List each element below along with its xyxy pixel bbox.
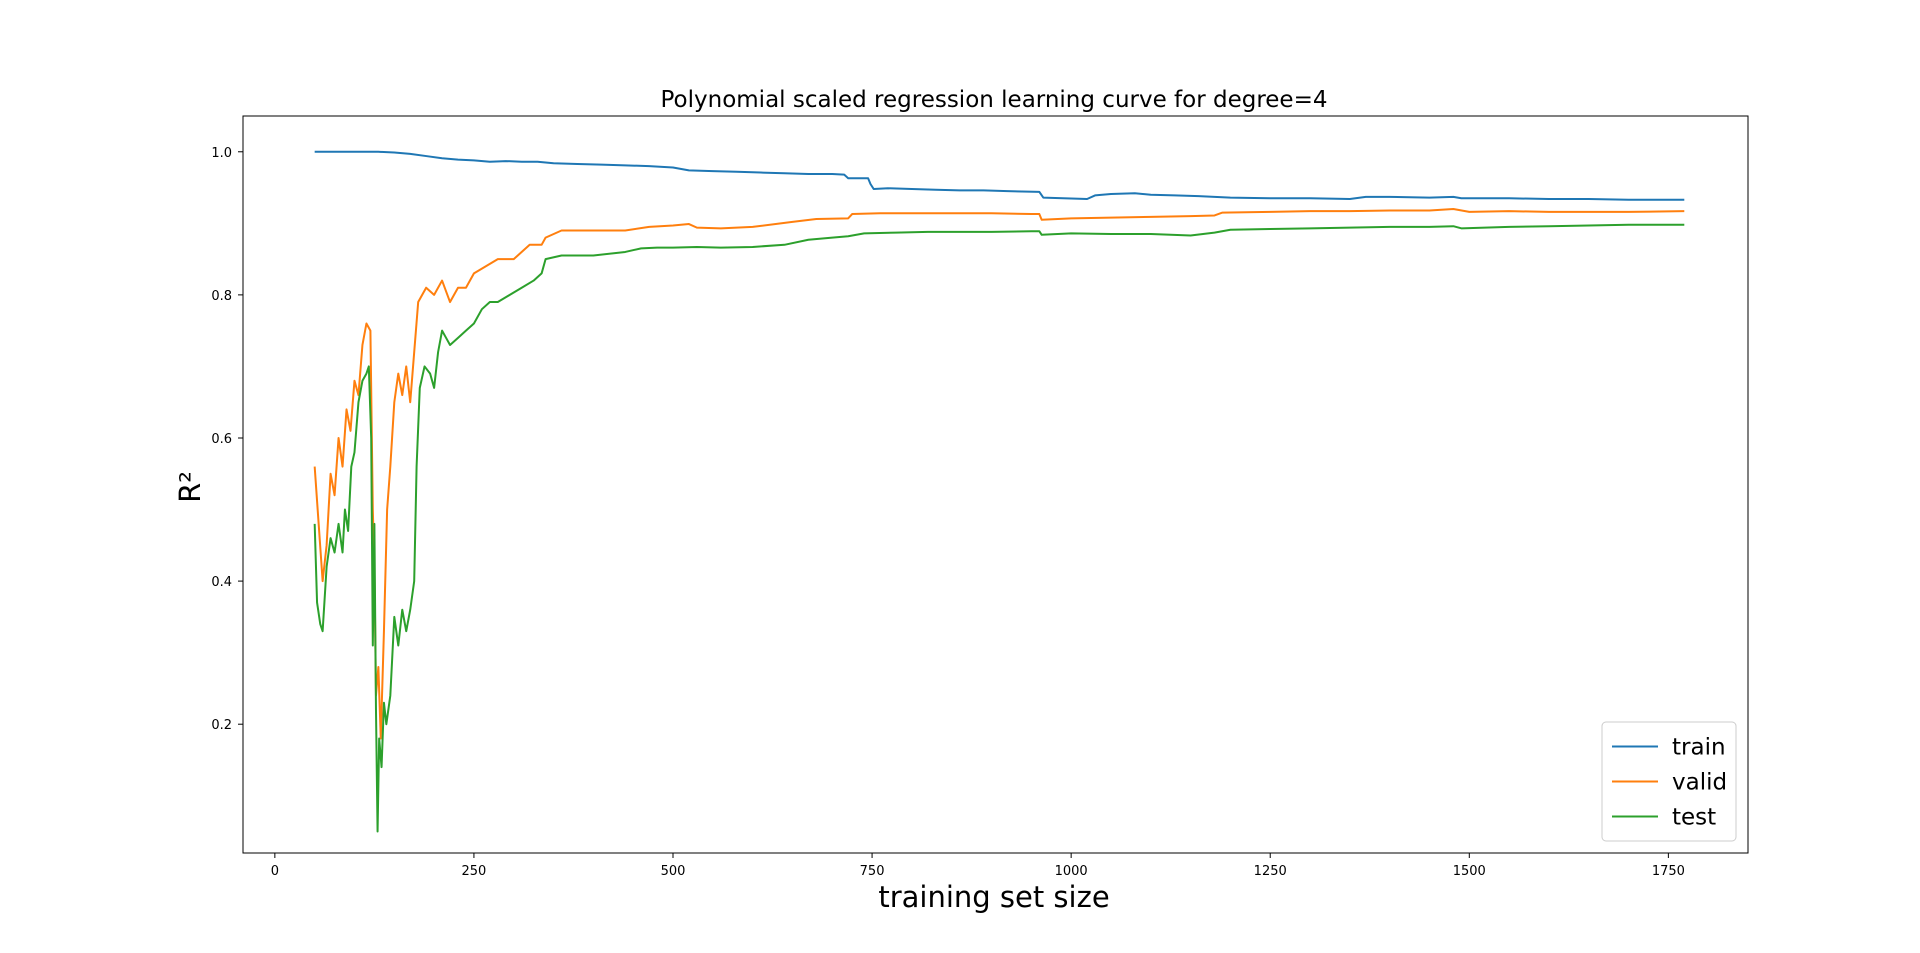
legend-label-train: train xyxy=(1672,735,1726,761)
plot-frame xyxy=(242,115,1749,854)
y-axis: 0.2 0.4 0.6 0.8 1.0 xyxy=(211,146,243,733)
chart-title: Polynomial scaled regression learning cu… xyxy=(661,87,1328,113)
x-tick-label: 500 xyxy=(661,864,686,879)
x-tick-label: 1750 xyxy=(1652,864,1685,879)
x-axis: 0 250 500 750 1000 1250 1500 1750 xyxy=(271,853,1685,879)
legend-box xyxy=(1601,721,1737,842)
x-tick-label: 1500 xyxy=(1453,864,1486,879)
y-tick-label: 0.4 xyxy=(211,575,232,590)
series-line-train xyxy=(314,150,1685,201)
y-axis-label: R² xyxy=(173,471,207,503)
x-tick-label: 250 xyxy=(462,864,487,879)
series-layer xyxy=(313,150,1685,833)
legend: train valid test xyxy=(1601,721,1737,842)
y-tick-label: 0.8 xyxy=(211,289,232,304)
y-tick-label: 1.0 xyxy=(211,146,232,161)
x-tick-label: 1250 xyxy=(1254,864,1287,879)
y-tick-label: 0.2 xyxy=(211,718,232,733)
x-tick-label: 750 xyxy=(860,864,885,879)
series-line-test xyxy=(313,223,1685,833)
y-tick-label: 0.6 xyxy=(211,432,232,447)
plot-area xyxy=(242,115,1749,854)
x-tick-label: 0 xyxy=(271,864,279,879)
series-line-valid xyxy=(313,208,1685,740)
x-axis-label: training set size xyxy=(878,880,1109,914)
legend-label-test: test xyxy=(1672,805,1716,831)
x-tick-label: 1000 xyxy=(1055,864,1088,879)
legend-label-valid: valid xyxy=(1672,770,1727,796)
